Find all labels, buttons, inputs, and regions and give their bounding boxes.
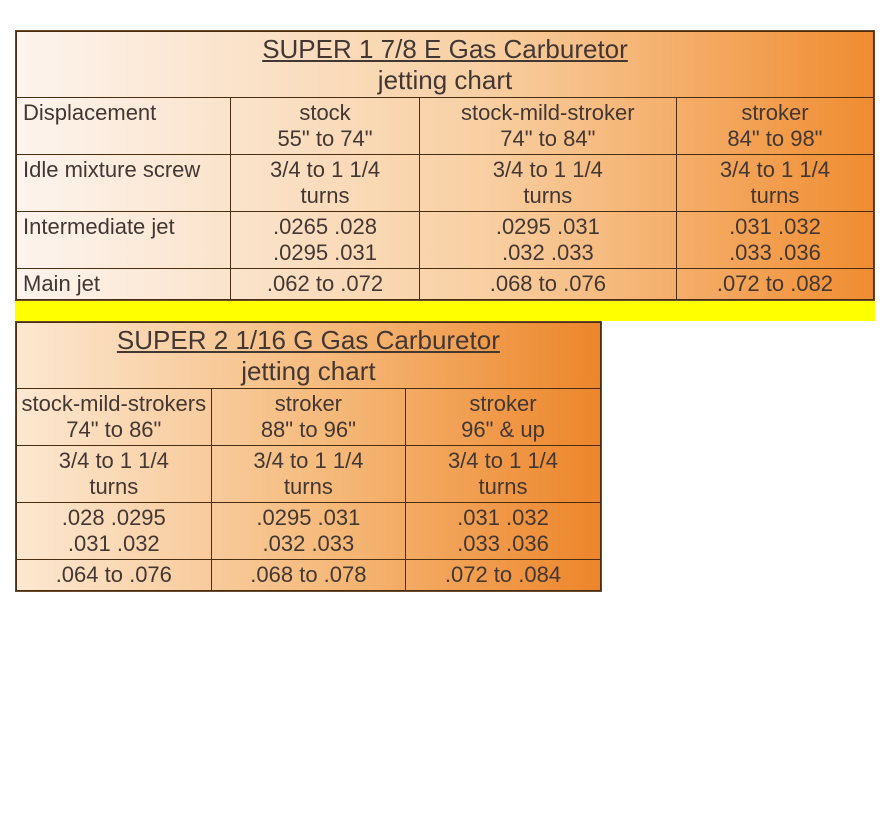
cell: .0295 .031 .032 .033 [211,503,406,560]
carb-table-1: SUPER 1 7/8 E Gas Carburetor jetting cha… [16,31,874,300]
row-label-main: Main jet [17,269,231,300]
carb-chart-2: SUPER 2 1/16 G Gas Carburetor jetting ch… [15,321,602,592]
chart-title: SUPER 2 1/16 G Gas Carburetor jetting ch… [17,323,601,389]
table-row: SUPER 2 1/16 G Gas Carburetor jetting ch… [17,323,601,389]
cell: .0265 .028 .0295 .031 [231,212,420,269]
table-row: Displacement stock 55" to 74" stock-mild… [17,98,874,155]
cell: .068 to .078 [211,560,406,591]
cell: 3/4 to 1 1/4 turns [676,155,873,212]
table-row: 3/4 to 1 1/4 turns 3/4 to 1 1/4 turns 3/… [17,446,601,503]
cell: 3/4 to 1 1/4 turns [419,155,676,212]
cell: .0295 .031 .032 .033 [419,212,676,269]
table-row: Main jet .062 to .072 .068 to .076 .072 … [17,269,874,300]
chart-title: SUPER 1 7/8 E Gas Carburetor jetting cha… [17,32,874,98]
cell: 3/4 to 1 1/4 turns [231,155,420,212]
row-label-intermediate: Intermediate jet [17,212,231,269]
chart-title-line1: SUPER 1 7/8 E Gas Carburetor [262,34,628,64]
col-header: stroker 84" to 98" [676,98,873,155]
chart-title-line2: jetting chart [241,356,375,386]
cell: .064 to .076 [17,560,212,591]
col-header: stock 55" to 74" [231,98,420,155]
cell: 3/4 to 1 1/4 turns [406,446,601,503]
cell: 3/4 to 1 1/4 turns [17,446,212,503]
col-header: stock-mild-strokers 74" to 86" [17,389,212,446]
col-header: stock-mild-stroker 74" to 84" [419,98,676,155]
cell: .068 to .076 [419,269,676,300]
table-row: SUPER 1 7/8 E Gas Carburetor jetting cha… [17,32,874,98]
table-row: .064 to .076 .068 to .078 .072 to .084 [17,560,601,591]
cell: .028 .0295 .031 .032 [17,503,212,560]
chart-title-line1: SUPER 2 1/16 G Gas Carburetor [117,325,500,355]
table-row: Idle mixture screw 3/4 to 1 1/4 turns 3/… [17,155,874,212]
chart-title-line2: jetting chart [378,65,512,95]
table-row: Intermediate jet .0265 .028 .0295 .031 .… [17,212,874,269]
row-label-idle: Idle mixture screw [17,155,231,212]
section-divider [15,301,875,321]
cell: .062 to .072 [231,269,420,300]
table-row: .028 .0295 .031 .032 .0295 .031 .032 .03… [17,503,601,560]
carb-table-2: SUPER 2 1/16 G Gas Carburetor jetting ch… [16,322,601,591]
carb-chart-1: SUPER 1 7/8 E Gas Carburetor jetting cha… [15,30,875,301]
col-header: stroker 96" & up [406,389,601,446]
col-header: stroker 88" to 96" [211,389,406,446]
cell: .072 to .084 [406,560,601,591]
row-label-displacement: Displacement [17,98,231,155]
cell: .031 .032 .033 .036 [676,212,873,269]
cell: 3/4 to 1 1/4 turns [211,446,406,503]
table-row: stock-mild-strokers 74" to 86" stroker 8… [17,389,601,446]
cell: .072 to .082 [676,269,873,300]
page: SUPER 1 7/8 E Gas Carburetor jetting cha… [0,0,890,820]
cell: .031 .032 .033 .036 [406,503,601,560]
